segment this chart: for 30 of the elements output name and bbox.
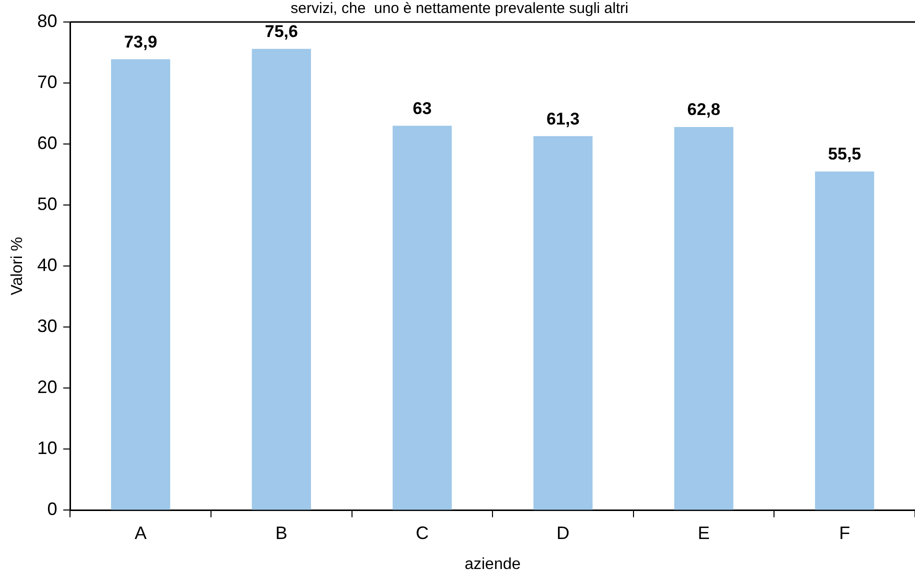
data-label: 55,5 bbox=[828, 144, 862, 164]
y-tick-label: 50 bbox=[37, 194, 58, 214]
y-tick-label: 40 bbox=[37, 255, 58, 276]
x-tick-label: D bbox=[556, 522, 570, 543]
x-tick-label: B bbox=[275, 522, 288, 543]
y-tick-label: 60 bbox=[37, 133, 58, 154]
x-tick-label: C bbox=[416, 522, 429, 543]
y-tick-label: 20 bbox=[37, 377, 58, 398]
bar bbox=[392, 126, 452, 510]
data-label: 61,3 bbox=[546, 109, 580, 128]
data-label: 75,6 bbox=[264, 22, 298, 42]
y-tick-label: 10 bbox=[37, 438, 58, 458]
data-label: 62,8 bbox=[687, 100, 720, 120]
bar bbox=[111, 59, 170, 510]
chart-title: servizi, che uno è nettamente prevalente sugli altri bbox=[290, 0, 628, 18]
x-tick-label: E bbox=[698, 522, 710, 543]
bar bbox=[815, 172, 874, 510]
bar bbox=[533, 136, 593, 510]
bar bbox=[674, 126, 734, 510]
data-label: 73,9 bbox=[124, 32, 158, 52]
x-axis-title: aziende bbox=[464, 556, 521, 573]
x-tick-label: F bbox=[839, 522, 850, 543]
y-tick-label: 30 bbox=[37, 316, 58, 336]
y-tick-label: 70 bbox=[37, 72, 58, 92]
y-tick-label: 80 bbox=[37, 10, 58, 31]
bar bbox=[252, 48, 311, 510]
y-axis-title: Valori % bbox=[9, 236, 26, 296]
x-tick-label: A bbox=[134, 522, 147, 543]
data-label: 63 bbox=[412, 98, 432, 118]
y-tick-label: 0 bbox=[47, 499, 58, 520]
